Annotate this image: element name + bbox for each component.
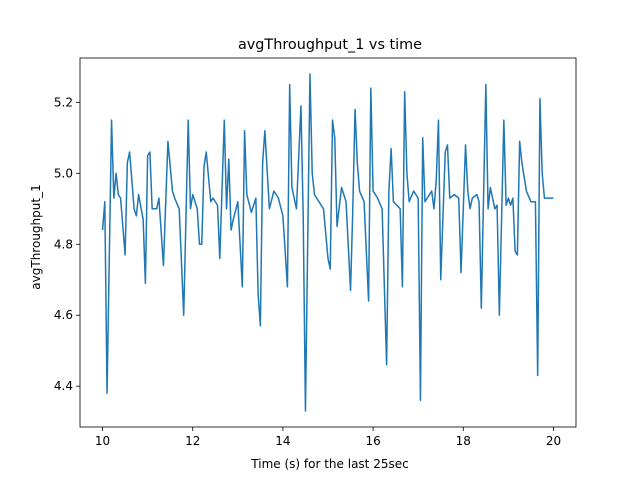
x-tick-label: 10 bbox=[95, 434, 110, 448]
x-axis-label: Time (s) for the last 25sec bbox=[250, 457, 408, 471]
x-tick-label: 20 bbox=[546, 434, 561, 448]
x-tick-label: 16 bbox=[365, 434, 380, 448]
y-tick-label: 4.6 bbox=[54, 308, 73, 322]
x-tick-label: 18 bbox=[456, 434, 471, 448]
plot-frame bbox=[79, 57, 577, 428]
y-tick-label: 4.4 bbox=[54, 379, 73, 393]
data-line bbox=[101, 73, 554, 412]
y-tick-label: 5.0 bbox=[54, 166, 73, 180]
chart-title: avgThroughput_1 vs time bbox=[238, 37, 422, 53]
x-tick-label: 12 bbox=[185, 434, 200, 448]
y-tick-label: 5.2 bbox=[54, 95, 73, 109]
x-tick-label: 14 bbox=[275, 434, 290, 448]
y-tick-label: 4.8 bbox=[54, 237, 73, 251]
y-axis-label: avgThroughput_1 bbox=[29, 184, 43, 289]
